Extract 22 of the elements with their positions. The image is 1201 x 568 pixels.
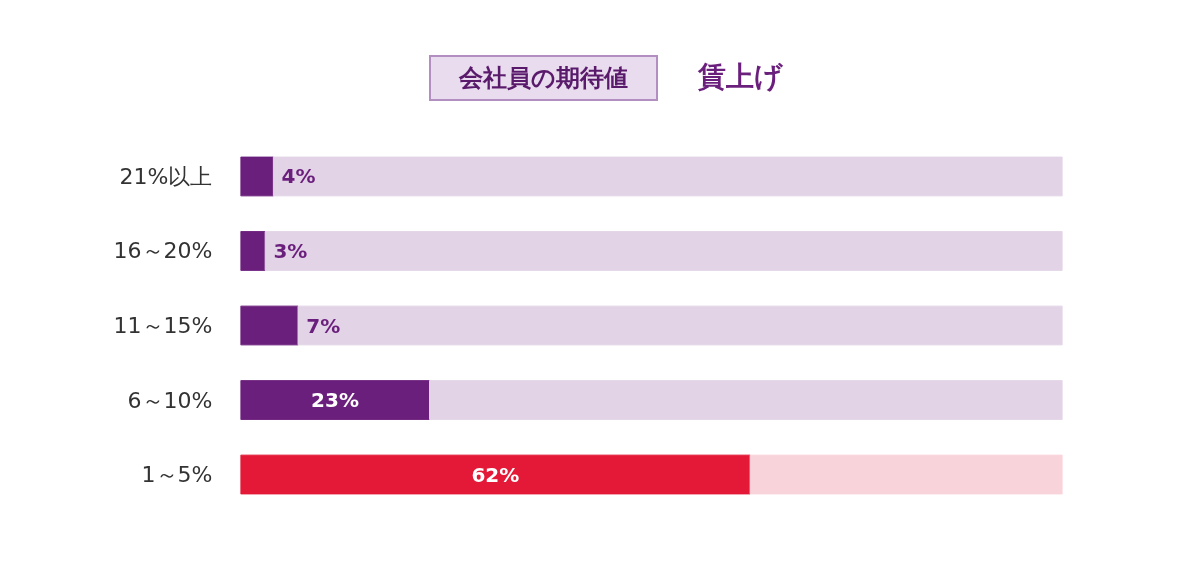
bar [240, 231, 266, 271]
bar [429, 380, 1063, 420]
data-label: 23% [311, 388, 359, 413]
bar [240, 156, 274, 197]
bar [240, 380, 431, 420]
y-tick-label: 16～20% [113, 238, 213, 264]
data-label: 62% [471, 462, 520, 487]
y-tick-label: 6～10% [127, 387, 213, 413]
data-label: 7% [306, 313, 341, 338]
chart-subtitle: 賃上げ [697, 59, 783, 95]
bar [749, 454, 1063, 495]
chart-title: 会社員の期待値 [428, 55, 658, 102]
y-tick-label: 1～5% [141, 462, 213, 488]
data-label: 4% [281, 164, 316, 189]
y-tick-label: 21%以上 [119, 163, 213, 189]
bar [297, 305, 1063, 346]
bar [240, 454, 751, 495]
bar [264, 231, 1063, 271]
data-label: 3% [273, 238, 308, 263]
y-tick-label: 11～15% [113, 313, 213, 338]
bar [272, 156, 1063, 197]
bar [240, 305, 299, 346]
